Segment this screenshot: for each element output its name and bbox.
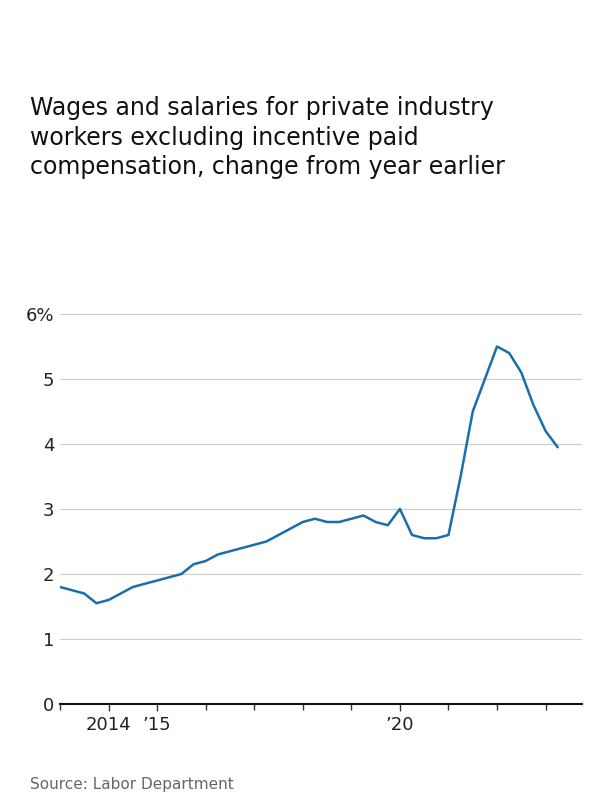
Text: Wages and salaries for private industry
workers excluding incentive paid
compens: Wages and salaries for private industry …	[30, 96, 505, 179]
Text: Source: Labor Department: Source: Labor Department	[30, 777, 234, 792]
